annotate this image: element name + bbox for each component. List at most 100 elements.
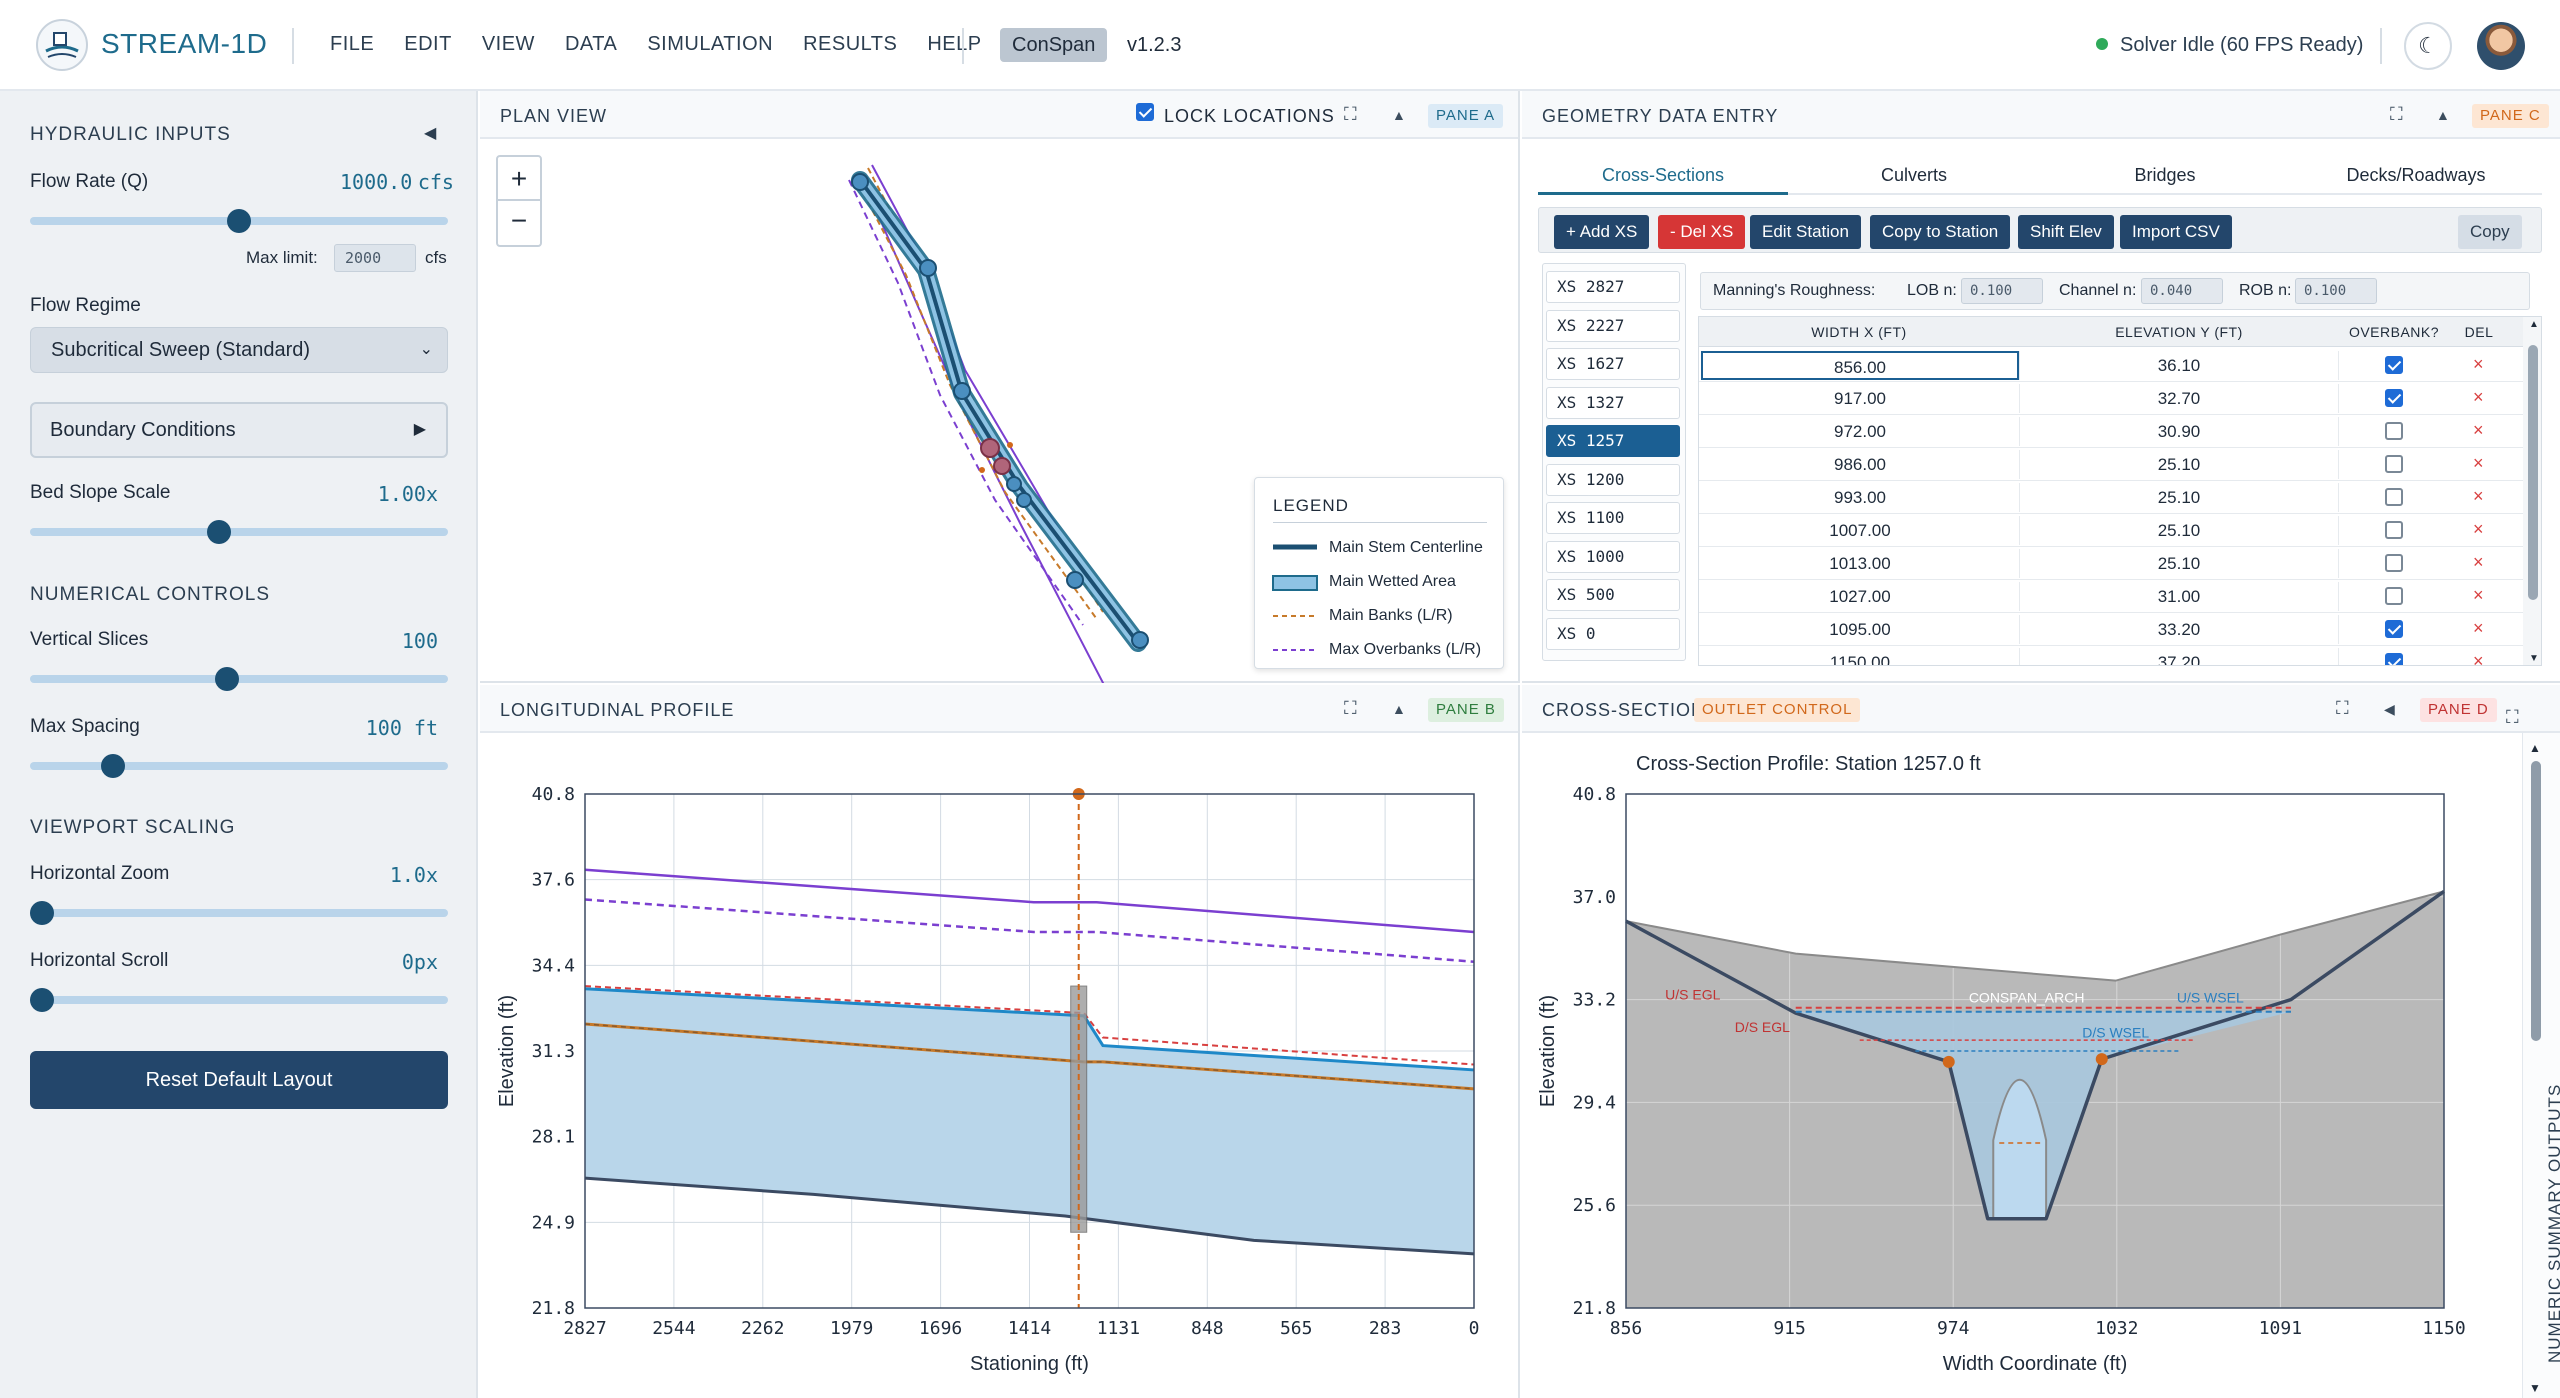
slider-thumb[interactable] — [227, 209, 251, 233]
slider-thumb[interactable] — [30, 901, 54, 925]
menu-simulation[interactable]: SIMULATION — [647, 33, 774, 55]
cross-section-chart[interactable]: U/S EGL CONSPAN_ARCH U/S WSEL D/S EGL D/S WS… — [1522, 733, 2522, 1398]
xs-list-item[interactable]: XS 1100 — [1546, 502, 1680, 534]
tab-decks-roadways[interactable]: Decks/Roadways — [2346, 165, 2486, 185]
collapse-up-icon[interactable]: ▲ — [2436, 107, 2450, 123]
menu-edit[interactable]: EDIT — [404, 33, 452, 55]
mode-badge[interactable]: ConSpan — [1000, 28, 1108, 62]
delete-row-icon[interactable]: × — [2473, 387, 2484, 407]
overbank-checkbox[interactable] — [2385, 620, 2403, 638]
rob-input[interactable]: 0.100 — [2295, 278, 2377, 304]
vertical-slices-slider[interactable] — [30, 667, 448, 691]
plan-map[interactable] — [480, 139, 1520, 683]
fullscreen-icon[interactable]: ⛶ — [2336, 698, 2349, 718]
numeric-summary-outputs-label[interactable]: NUMERIC SUMMARY OUTPUTS — [2545, 1083, 2560, 1363]
width-cell[interactable]: 986.00 — [1834, 455, 1886, 474]
elevation-cell[interactable]: 25.10 — [2019, 516, 2339, 545]
tab-cross-sections[interactable]: Cross-Sections — [1538, 165, 1788, 195]
width-cell[interactable]: 1150.00 — [1829, 653, 1891, 666]
width-cell[interactable]: 993.00 — [1834, 488, 1886, 507]
bed-slope-slider[interactable] — [30, 520, 448, 544]
scrollbar[interactable]: ▲ ▼ — [2523, 317, 2541, 665]
fullscreen-icon[interactable]: ⛶ — [1344, 104, 1357, 124]
elevation-cell[interactable]: 37.20 — [2019, 648, 2339, 665]
reset-layout-button[interactable]: Reset Default Layout — [30, 1051, 448, 1109]
summary-sidebar[interactable]: ▲ ▼ NUMERIC SUMMARY OUTPUTS — [2522, 733, 2560, 1398]
scroll-thumb[interactable] — [2528, 345, 2538, 600]
overbank-checkbox[interactable] — [2385, 653, 2403, 665]
width-cell[interactable]: 972.00 — [1834, 422, 1886, 441]
xs-list-item[interactable]: XS 2827 — [1546, 271, 1680, 303]
scroll-down-icon[interactable]: ▼ — [2529, 1381, 2541, 1395]
fullscreen-icon[interactable]: ⛶ — [2506, 707, 2519, 727]
overbank-checkbox[interactable] — [2385, 389, 2403, 407]
overbank-checkbox[interactable] — [2385, 554, 2403, 572]
channel-input[interactable]: 0.040 — [2141, 278, 2223, 304]
elevation-cell[interactable]: 25.10 — [2019, 549, 2339, 578]
flow-rate-slider[interactable] — [30, 209, 448, 233]
boundary-conditions-button[interactable]: Boundary Conditions ▶ — [30, 402, 448, 458]
lock-locations-checkbox[interactable] — [1136, 103, 1154, 121]
overbank-checkbox[interactable] — [2385, 587, 2403, 605]
xs-list-item[interactable]: XS 500 — [1546, 579, 1680, 611]
collapse-left-icon[interactable]: ◀ — [2384, 701, 2395, 717]
flow-regime-select[interactable]: Subcritical Sweep (Standard) ⌄ — [30, 327, 448, 373]
slider-thumb[interactable] — [207, 520, 232, 544]
menu-data[interactable]: DATA — [564, 33, 618, 55]
scroll-down-icon[interactable]: ▼ — [2529, 653, 2539, 664]
slider-thumb[interactable] — [100, 754, 125, 778]
zoom-in-button[interactable]: + — [498, 157, 540, 201]
shift-elev-button[interactable]: Shift Elev — [2018, 215, 2114, 249]
xs-list-item[interactable]: XS 1200 — [1546, 464, 1680, 496]
width-cell[interactable]: 1013.00 — [1829, 554, 1891, 573]
avatar[interactable] — [2477, 22, 2525, 70]
tab-bridges[interactable]: Bridges — [2134, 165, 2196, 185]
xs-list-item[interactable]: XS 1627 — [1546, 348, 1680, 380]
slider-thumb[interactable] — [215, 667, 240, 691]
elevation-cell[interactable]: 25.10 — [2019, 450, 2339, 479]
menu-file[interactable]: FILE — [330, 33, 375, 55]
xs-list-item[interactable]: XS 1327 — [1546, 387, 1680, 419]
max-spacing-slider[interactable] — [30, 754, 448, 778]
delete-xs-button[interactable]: - Del XS — [1658, 215, 1746, 249]
width-cell[interactable]: 856.00 — [1701, 351, 2019, 380]
delete-row-icon[interactable]: × — [2473, 552, 2484, 572]
delete-row-icon[interactable]: × — [2473, 486, 2484, 506]
delete-row-icon[interactable]: × — [2473, 585, 2484, 605]
fullscreen-icon[interactable]: ⛶ — [2390, 104, 2403, 124]
menu-view[interactable]: VIEW — [481, 33, 535, 55]
copy-button[interactable]: Copy — [2458, 215, 2522, 249]
menu-results[interactable]: RESULTS — [803, 33, 898, 55]
xs-list-item[interactable]: XS 2227 — [1546, 310, 1680, 342]
collapse-up-icon[interactable]: ▲ — [1392, 701, 1406, 717]
horizontal-scroll-slider[interactable] — [30, 988, 448, 1012]
elevation-cell[interactable]: 30.90 — [2019, 417, 2339, 446]
delete-row-icon[interactable]: × — [2473, 420, 2484, 440]
delete-row-icon[interactable]: × — [2473, 354, 2484, 374]
collapse-up-icon[interactable]: ▲ — [1392, 107, 1406, 123]
elevation-cell[interactable]: 25.10 — [2019, 483, 2339, 512]
scroll-thumb[interactable] — [2531, 761, 2541, 1041]
delete-row-icon[interactable]: × — [2473, 519, 2484, 539]
delete-row-icon[interactable]: × — [2473, 618, 2484, 638]
profile-chart[interactable]: 2827 2544 2262 1979 1696 1414 1131 848 565 283 0 40… — [480, 733, 1520, 1398]
xs-list-item-selected[interactable]: XS 1257 — [1546, 425, 1680, 457]
fullscreen-icon[interactable]: ⛶ — [1344, 698, 1357, 718]
elevation-cell[interactable]: 32.70 — [2019, 384, 2339, 413]
collapse-sidebar-icon[interactable]: ◀ — [424, 125, 437, 142]
import-csv-button[interactable]: Import CSV — [2120, 215, 2232, 249]
zoom-out-button[interactable]: − — [510, 205, 528, 236]
menu-help[interactable]: HELP — [927, 33, 982, 55]
lob-input[interactable]: 0.100 — [1961, 278, 2043, 304]
slider-thumb[interactable] — [30, 988, 54, 1012]
theme-toggle-button[interactable]: ☾ — [2404, 22, 2452, 70]
overbank-checkbox[interactable] — [2385, 488, 2403, 506]
width-cell[interactable]: 1007.00 — [1829, 521, 1891, 540]
width-cell[interactable]: 1027.00 — [1829, 587, 1891, 606]
overbank-checkbox[interactable] — [2385, 455, 2403, 473]
delete-row-icon[interactable]: × — [2473, 651, 2484, 666]
scroll-up-icon[interactable]: ▲ — [2529, 319, 2539, 330]
elevation-cell[interactable]: 33.20 — [2019, 615, 2339, 644]
xs-list-item[interactable]: XS 1000 — [1546, 541, 1680, 573]
copy-to-station-button[interactable]: Copy to Station — [1870, 215, 2011, 249]
